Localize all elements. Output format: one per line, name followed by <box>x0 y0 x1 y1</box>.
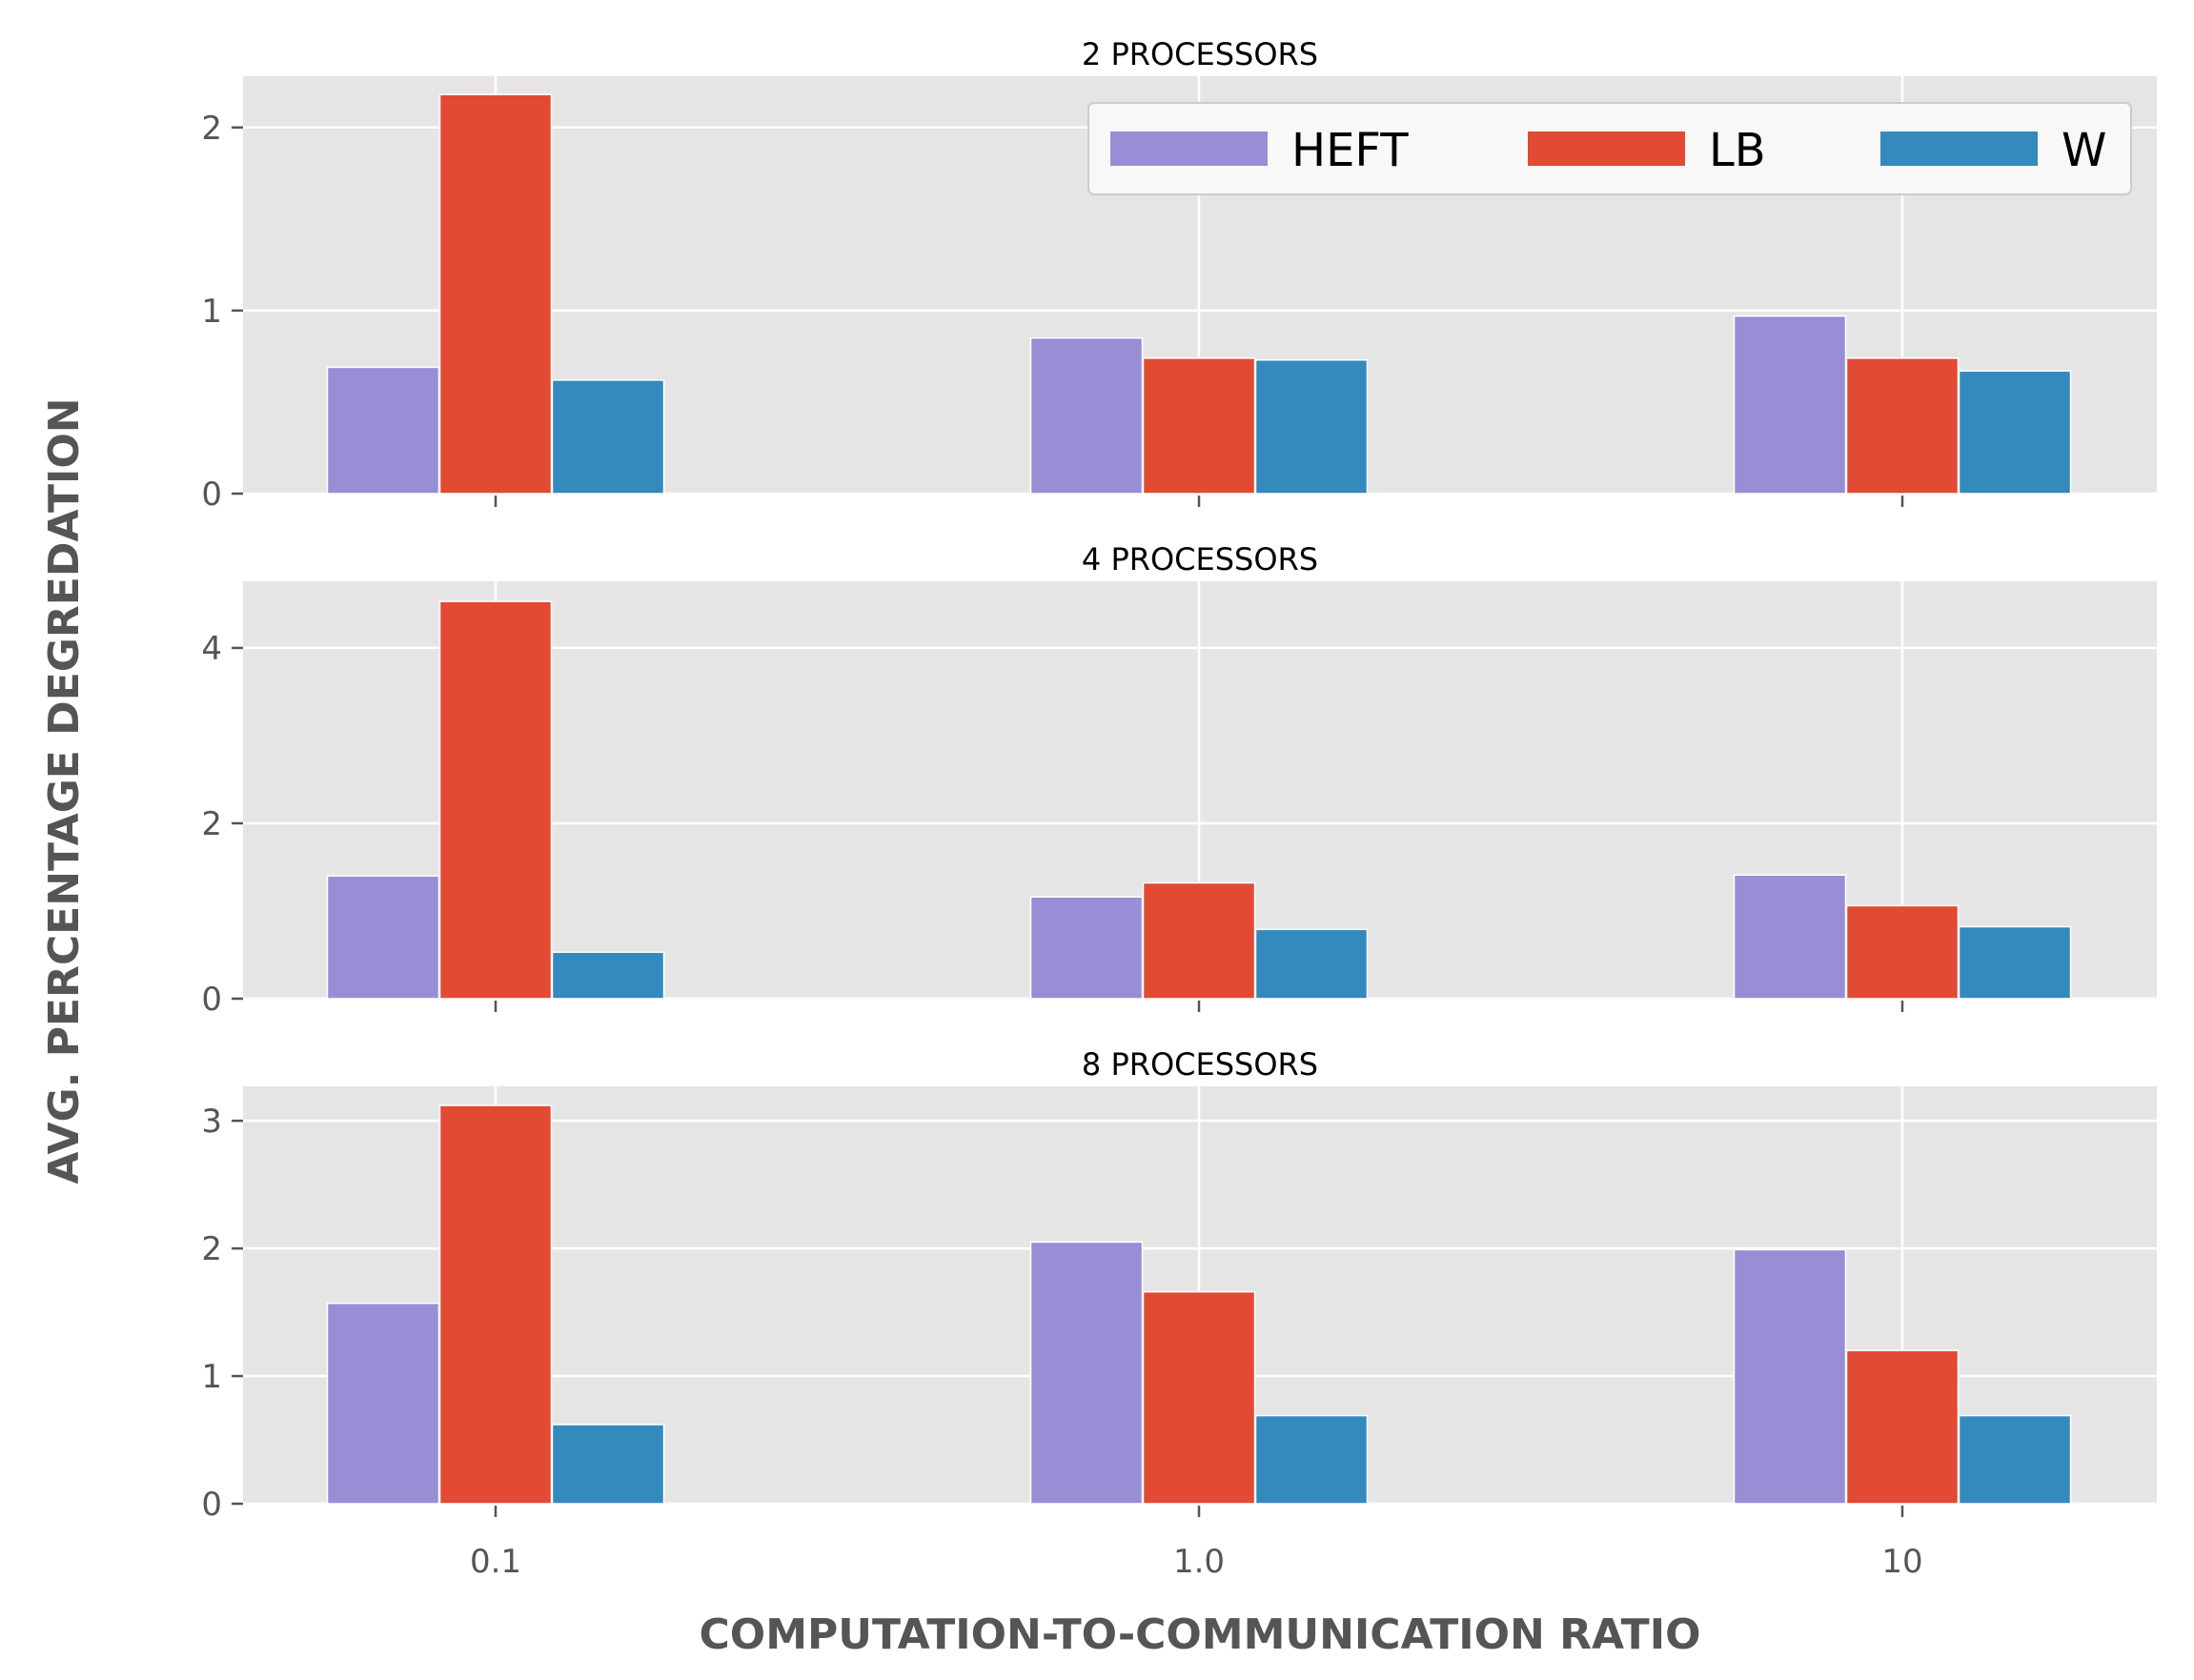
bar-lb-0 <box>438 93 553 495</box>
y-tick-label: 2 <box>201 805 222 843</box>
legend-label-heft: HEFT <box>1291 124 1409 177</box>
bar-heft-0 <box>326 875 440 1000</box>
bar-w-1 <box>1254 359 1369 495</box>
bar-w-0 <box>551 1424 665 1505</box>
y-tick-label: 1 <box>201 293 222 331</box>
bar-w-2 <box>1958 1414 2072 1505</box>
bar-w-0 <box>551 379 665 495</box>
bar-w-1 <box>1254 928 1369 1000</box>
bar-lb-2 <box>1845 357 1960 495</box>
bar-heft-2 <box>1733 874 1847 1000</box>
bar-w-1 <box>1254 1414 1369 1505</box>
legend-label-w: W <box>2062 124 2106 177</box>
bar-heft-0 <box>326 366 440 495</box>
bar-lb-0 <box>438 1104 553 1505</box>
legend-label-lb: LB <box>1709 124 1766 177</box>
bar-heft-2 <box>1733 314 1847 495</box>
y-tick-label: 0 <box>201 476 222 514</box>
bar-lb-2 <box>1845 904 1960 1000</box>
bar-lb-1 <box>1142 357 1256 495</box>
y-tick-label: 2 <box>201 1230 222 1268</box>
y-tick-label: 0 <box>201 981 222 1019</box>
bar-w-2 <box>1958 370 2072 495</box>
bar-heft-1 <box>1029 896 1144 1000</box>
y-tick-label: 2 <box>201 110 222 148</box>
y-tick-label: 3 <box>201 1103 222 1141</box>
bar-heft-0 <box>326 1302 440 1505</box>
bar-w-0 <box>551 951 665 1000</box>
legend-swatch-heft <box>1110 132 1268 166</box>
y-tick-label: 1 <box>201 1358 222 1396</box>
bar-heft-1 <box>1029 336 1144 495</box>
bar-w-2 <box>1958 925 2072 1000</box>
bar-lb-2 <box>1845 1349 1960 1505</box>
x-tick-label: 10 <box>1881 1543 1922 1581</box>
panel-title: 4 PROCESSORS <box>1082 541 1318 577</box>
bar-lb-0 <box>438 600 553 1000</box>
x-tick-label: 1.0 <box>1173 1543 1225 1581</box>
y-axis-title: AVG. PERCENTAGE DEGREDATION <box>40 397 89 1184</box>
y-tick-label: 0 <box>201 1486 222 1524</box>
y-tick-label: 4 <box>201 630 222 668</box>
x-tick-label: 0.1 <box>470 1543 521 1581</box>
legend-swatch-w <box>1880 132 2038 166</box>
legend-swatch-lb <box>1528 132 1685 166</box>
panel-title: 8 PROCESSORS <box>1082 1046 1318 1083</box>
panel-title: 2 PROCESSORS <box>1082 36 1318 72</box>
bar-lb-1 <box>1142 881 1256 1000</box>
bar-heft-1 <box>1029 1241 1144 1505</box>
bar-lb-1 <box>1142 1290 1256 1505</box>
x-axis-title: COMPUTATION-TO-COMMUNICATION RATIO <box>700 1610 1701 1659</box>
bar-heft-2 <box>1733 1248 1847 1505</box>
